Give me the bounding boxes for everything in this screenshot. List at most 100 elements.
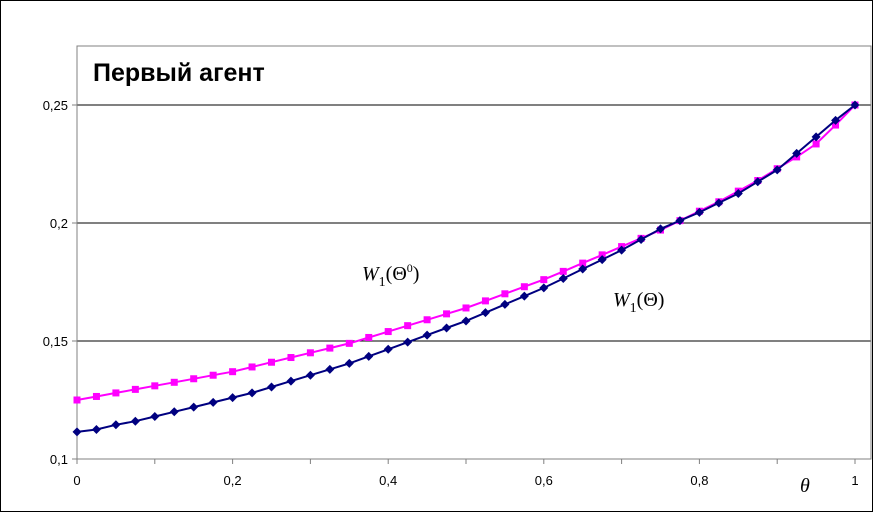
x-tick-label: 0 [73, 473, 80, 488]
data-point [636, 235, 646, 245]
data-point [733, 189, 743, 198]
data-point [91, 425, 101, 434]
annotation-sub: 1 [630, 301, 637, 316]
data-point [112, 389, 120, 397]
data-point [540, 276, 548, 284]
data-point [617, 245, 627, 255]
data-point [772, 165, 782, 175]
data-point [325, 364, 335, 374]
annotation-sub: 1 [379, 275, 386, 290]
chart-title: Первый агент [93, 59, 265, 87]
data-point [559, 267, 567, 275]
data-point [345, 339, 353, 347]
data-point [520, 283, 528, 291]
data-point [248, 363, 256, 371]
data-point [247, 388, 257, 398]
data-point [656, 224, 665, 234]
data-point [287, 354, 295, 362]
xlabel: θ [800, 475, 810, 497]
data-point [111, 420, 121, 430]
data-point [365, 333, 373, 341]
data-point [442, 323, 452, 333]
data-point [151, 382, 159, 390]
data-point [792, 148, 802, 158]
series-1 [72, 100, 860, 437]
data-point [422, 330, 432, 340]
data-point [131, 385, 139, 393]
data-point [461, 316, 471, 326]
data-point [832, 121, 840, 129]
series-line [76, 104, 856, 433]
series-annotation-w1-theta0: W1(Θ0) [362, 261, 419, 290]
data-point [286, 376, 296, 386]
data-point [423, 316, 431, 324]
data-point [326, 344, 334, 352]
y-axis: 0,1 0,15 0,2 0,25 [43, 98, 77, 467]
data-point [675, 216, 685, 226]
data-point [190, 375, 198, 383]
data-point [169, 407, 179, 417]
annotation-sup: 0 [407, 261, 413, 275]
data-point [714, 198, 724, 208]
y-tick-label: 0,25 [43, 98, 68, 113]
y-tick-label: 0,15 [43, 334, 68, 349]
annotation-base: W [362, 263, 381, 285]
x-axis: 0 0,2 0,4 0,6 0,8 1 [73, 459, 859, 488]
data-point [208, 397, 218, 407]
series-0 [73, 101, 859, 404]
data-point [150, 412, 160, 422]
data-point [229, 368, 237, 376]
data-point [811, 132, 821, 142]
annotation-arg: Θ [392, 263, 406, 285]
data-point [384, 328, 392, 336]
data-point [267, 382, 276, 392]
data-point [72, 427, 82, 437]
data-point [92, 392, 100, 400]
data-point [753, 177, 763, 187]
data-point [579, 259, 587, 267]
series-line [76, 104, 856, 401]
data-point [480, 308, 490, 318]
data-point [598, 251, 606, 259]
data-point [539, 283, 549, 293]
x-tick-label: 0,2 [224, 473, 242, 488]
annotation-arg: Θ [643, 289, 657, 311]
data-point [501, 290, 509, 298]
plot-area [76, 45, 872, 460]
data-point [597, 255, 607, 265]
data-point [364, 351, 374, 361]
data-point [228, 393, 238, 403]
x-tick-label: 1 [851, 473, 858, 488]
data-point [578, 264, 588, 274]
data-point [519, 291, 529, 301]
x-tick-label: 0,8 [690, 473, 708, 488]
data-point [831, 115, 841, 125]
data-point [73, 396, 81, 404]
data-point [404, 322, 412, 330]
data-point [443, 310, 451, 318]
data-point [189, 402, 199, 412]
data-point [344, 358, 354, 368]
grid-lines [77, 104, 871, 342]
series-annotation-w1-theta: W1(Θ) [613, 289, 664, 316]
data-point [130, 416, 140, 426]
y-tick-label: 0,1 [50, 452, 68, 467]
data-point [268, 358, 275, 366]
data-point [383, 344, 393, 354]
data-point [170, 378, 178, 386]
data-point [812, 140, 820, 148]
y-tick-label: 0,2 [50, 216, 68, 231]
data-point [462, 304, 470, 312]
annotation-base: W [613, 289, 632, 311]
data-point [500, 299, 510, 309]
data-point [558, 273, 568, 283]
data-point [305, 370, 315, 380]
data-point [694, 207, 704, 217]
data-point [306, 349, 314, 357]
x-tick-label: 0,6 [535, 473, 553, 488]
series-layer [72, 100, 860, 437]
data-point [481, 297, 489, 305]
x-tick-label: 0,4 [379, 473, 397, 488]
